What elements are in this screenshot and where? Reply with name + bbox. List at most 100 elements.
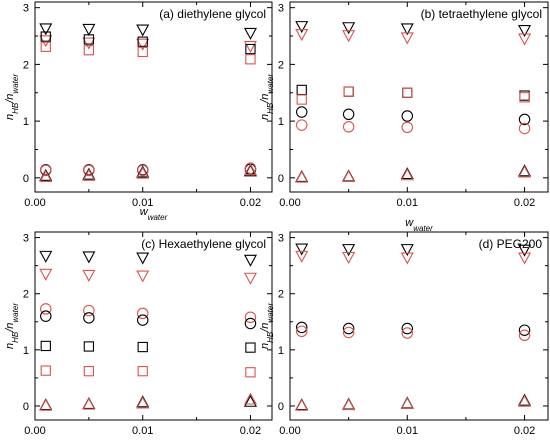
data-point-square (137, 341, 148, 353)
data-point-square (245, 54, 256, 65)
x-axis-label-w: w (140, 206, 149, 218)
y-axis-label-sub-water: water (11, 303, 20, 323)
data-point-triangle-up (82, 168, 96, 181)
panel-title: (b) tetraethylene glycol (421, 7, 542, 21)
series-square-black (40, 340, 256, 353)
series-square-red (40, 41, 256, 65)
data-point-triangle-up (400, 168, 414, 181)
series-circle-black (295, 321, 531, 336)
y-tick-label: 1 (278, 116, 284, 128)
data-point-triangle-down (295, 21, 309, 34)
data-point-triangle-up (39, 169, 53, 182)
series-triangle-down-red (39, 35, 257, 53)
x-axis-label: wwater (405, 217, 433, 233)
data-point-square (519, 92, 530, 103)
data-point-circle (83, 164, 95, 177)
panel-title: (a) diethylene glycol (159, 7, 266, 21)
panel-c: 0.00 0.01 0.02 0 1 2 3 (c) Hexaethylene glycol n… (4, 231, 273, 437)
data-point-square (83, 366, 95, 377)
y-axis-label: nHB/nwater (4, 74, 20, 120)
series-circle-black (40, 310, 257, 330)
y-tick-label: 2 (23, 59, 29, 71)
y-axis-label-div: /n (259, 94, 271, 104)
x-tick-label: 0.01 (132, 425, 153, 437)
data-point-circle (295, 119, 308, 131)
data-point-triangle-down (243, 27, 257, 40)
x-tick-label: 0.02 (240, 197, 261, 209)
data-point-circle (518, 329, 531, 342)
y-axis-label-n: n (259, 114, 271, 120)
y-axis-label: nHB/nwater (259, 303, 275, 349)
data-point-triangle-down (82, 251, 96, 264)
series-square-black (296, 84, 530, 101)
data-point-circle (401, 327, 414, 339)
data-point-triangle-up (518, 394, 532, 407)
data-point-triangle-down (243, 272, 257, 285)
data-point-square (343, 86, 354, 97)
series-triangle-up-red (39, 392, 257, 411)
panel-title: (d) PEG200 (479, 237, 543, 251)
data-point-triangle-up (400, 396, 414, 410)
y-axis-label-sub-water: water (266, 303, 275, 323)
data-point-circle (342, 322, 355, 335)
data-point-triangle-up (82, 397, 96, 410)
data-point-circle (518, 122, 531, 135)
data-point-triangle-up (39, 398, 53, 411)
x-tick-label: 0.00 (279, 197, 300, 209)
series-square-red (40, 365, 256, 378)
y-axis-label-sub-water: water (11, 74, 20, 94)
y-axis-label-sub-hb: HB (266, 331, 275, 343)
y-axis-label-div: /n (4, 323, 16, 333)
data-point-triangle-down (342, 22, 356, 35)
data-point-circle (295, 106, 308, 118)
data-point-circle (342, 121, 355, 133)
series-circle-red (40, 162, 257, 177)
series-triangle-down-red (295, 29, 532, 46)
plot-frame (289, 231, 549, 421)
data-point-circle (40, 164, 52, 177)
data-point-square (137, 366, 148, 377)
data-point-square (83, 341, 95, 352)
data-point-triangle-up (295, 398, 309, 411)
data-point-square (40, 340, 51, 352)
data-point-square (40, 365, 51, 376)
data-point-square (83, 45, 95, 56)
data-point-triangle-down (518, 244, 532, 257)
data-point-triangle-down (400, 244, 414, 257)
data-point-triangle-down (342, 30, 356, 43)
y-tick-label: 0 (23, 173, 29, 185)
data-point-circle (518, 113, 531, 126)
data-point-circle (295, 325, 308, 338)
data-point-circle (136, 307, 149, 320)
series-triangle-up-red (295, 394, 532, 411)
series-circle-red (295, 325, 531, 342)
x-tick-label: 0.00 (279, 425, 300, 437)
data-point-triangle-up (342, 398, 356, 411)
data-point-triangle-down (136, 24, 150, 37)
x-tick-label: 0.02 (240, 425, 261, 437)
y-tick-label: 1 (23, 116, 29, 128)
data-point-triangle-down (39, 268, 53, 281)
y-tick-label: 0 (278, 401, 284, 413)
data-point-triangle-down (400, 32, 414, 45)
data-point-circle (136, 164, 149, 177)
series-triangle-up-black (295, 393, 532, 411)
y-tick-label: 0 (23, 401, 29, 413)
data-point-square (137, 46, 148, 58)
data-point-square (296, 84, 307, 96)
data-point-triangle-up (136, 396, 150, 409)
data-point-circle (342, 108, 355, 121)
series-triangle-down-black (295, 243, 532, 257)
y-tick-label: 0 (278, 173, 284, 185)
x-tick-label: 0.01 (397, 197, 418, 209)
panel-title: (c) Hexaethylene glycol (141, 237, 266, 251)
data-point-triangle-up (518, 165, 532, 178)
data-point-triangle-down (243, 254, 257, 267)
y-axis-label-div: /n (4, 94, 16, 104)
y-axis-label-n: n (4, 114, 16, 120)
series-triangle-down-red (295, 250, 532, 265)
data-point-triangle-up (243, 392, 257, 405)
series-triangle-down-black (295, 21, 532, 38)
